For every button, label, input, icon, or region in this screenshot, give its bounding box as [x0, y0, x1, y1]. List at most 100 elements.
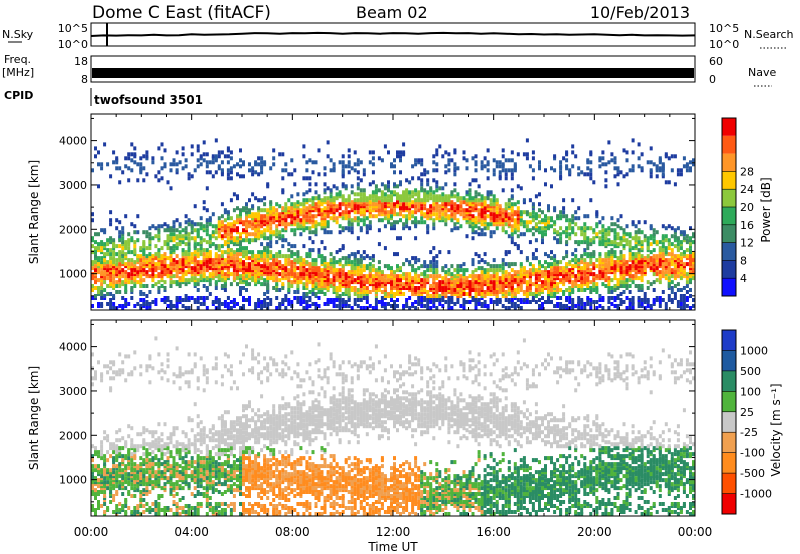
- data-cell: [374, 194, 378, 199]
- data-cell: [257, 206, 261, 211]
- data-cell: [208, 240, 212, 245]
- data-cell: [139, 162, 143, 167]
- data-cell: [217, 220, 221, 225]
- data-cell: [371, 170, 375, 175]
- data-cell: [269, 244, 273, 249]
- data-cell: [619, 292, 623, 296]
- data-cell: [507, 168, 511, 173]
- data-cell: [94, 154, 97, 159]
- data-cell: [205, 240, 209, 245]
- data-cell: [480, 164, 484, 169]
- data-cell: [371, 254, 375, 259]
- data-cell: [308, 252, 312, 257]
- data-cell: [214, 306, 218, 310]
- data-cell: [142, 256, 146, 261]
- data-cell: [628, 256, 632, 261]
- data-cell: [311, 248, 315, 253]
- data-cell: [471, 218, 475, 223]
- data-cell: [556, 260, 560, 265]
- data-cell: [462, 268, 466, 273]
- data-cell: [350, 218, 354, 223]
- data-cell: [109, 260, 113, 265]
- data-cell: [263, 196, 267, 201]
- data-cell: [181, 258, 185, 263]
- data-cell: [679, 256, 683, 261]
- data-cell: [187, 236, 191, 241]
- data-cell: [685, 272, 689, 277]
- data-cell: [94, 260, 97, 265]
- data-cell: [682, 306, 686, 310]
- data-cell: [483, 156, 487, 161]
- data-cell: [374, 306, 378, 310]
- data-cell: [154, 174, 158, 179]
- data-cell: [172, 262, 176, 267]
- data-cell: [568, 236, 572, 241]
- data-cell: [525, 210, 529, 215]
- data-cell: [202, 248, 206, 253]
- data-cell: [432, 294, 436, 298]
- data-cell: [94, 240, 97, 245]
- data-cell: [625, 268, 629, 273]
- data-cell: [220, 228, 224, 233]
- data-cell: [202, 284, 206, 288]
- data-cell: [166, 256, 170, 261]
- data-cell: [305, 206, 309, 211]
- data-cell: [269, 222, 273, 227]
- data-cell: [205, 264, 209, 269]
- data-cell: [353, 216, 357, 221]
- data-cell: [658, 156, 662, 161]
- data-cell: [248, 220, 251, 225]
- data-cell: [562, 156, 566, 161]
- data-cell: [598, 252, 602, 257]
- data-cell: [254, 196, 258, 201]
- data-cell: [299, 218, 303, 223]
- data-cell: [444, 150, 448, 155]
- data-cell: [281, 206, 285, 211]
- data-cell: [432, 256, 436, 261]
- data-cell: [136, 254, 140, 259]
- data-cell: [438, 298, 442, 302]
- data-cell: [91, 236, 94, 241]
- data-cell: [531, 202, 535, 207]
- data-cell: [676, 246, 680, 251]
- data-cell: [341, 164, 345, 169]
- station-title: Dome C East (fitACF): [92, 3, 271, 23]
- data-cell: [112, 280, 116, 285]
- data-cell: [377, 228, 381, 233]
- data-cell: [393, 270, 396, 275]
- data-cell: [411, 264, 415, 269]
- data-cell: [417, 274, 421, 279]
- data-cell: [423, 288, 427, 292]
- data-cell: [462, 262, 466, 267]
- data-cell: [94, 294, 97, 298]
- data-cell: [444, 222, 448, 227]
- data-cell: [676, 226, 680, 231]
- data-cell: [365, 216, 369, 221]
- data-cell: [423, 304, 427, 308]
- data-cell: [607, 306, 611, 310]
- data-cell: [269, 200, 273, 205]
- data-cell: [163, 222, 167, 227]
- data-cell: [402, 276, 406, 281]
- data-cell: [465, 190, 469, 195]
- data-cell: [314, 302, 318, 306]
- data-cell: [471, 274, 475, 279]
- data-cell: [220, 250, 224, 255]
- data-cell: [115, 244, 119, 249]
- data-cell: [187, 232, 191, 237]
- data-cell: [414, 198, 418, 203]
- data-cell: [619, 298, 623, 302]
- data-cell: [257, 162, 261, 167]
- data-cell: [296, 266, 300, 271]
- data-cell: [308, 198, 312, 203]
- date-title: 10/Feb/2013: [590, 3, 690, 22]
- data-cell: [299, 296, 303, 300]
- data-cell: [426, 306, 430, 310]
- data-cell: [673, 254, 677, 259]
- data-cell: [661, 162, 665, 167]
- data-cell: [148, 252, 152, 257]
- data-cell: [438, 274, 442, 279]
- data-cell: [239, 306, 242, 310]
- data-cell: [631, 252, 635, 257]
- sky-noise-panel: N.Sky 10^5 10^0 N.Search 10^5 10^0: [2, 22, 794, 51]
